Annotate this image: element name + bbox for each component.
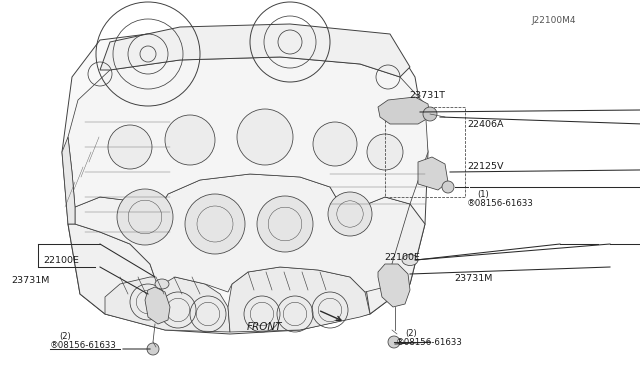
Text: ®08156-61633: ®08156-61633: [467, 199, 534, 208]
Circle shape: [442, 181, 454, 193]
Polygon shape: [62, 137, 75, 224]
Text: (1): (1): [477, 190, 488, 199]
Text: FRONT: FRONT: [246, 322, 282, 331]
Circle shape: [367, 134, 403, 170]
Polygon shape: [68, 57, 428, 227]
Text: J22100M4: J22100M4: [531, 16, 576, 25]
Bar: [385, 107, 465, 197]
Text: 22125V: 22125V: [467, 162, 504, 171]
Circle shape: [237, 109, 293, 165]
Text: 22100E: 22100E: [44, 256, 79, 265]
Circle shape: [108, 125, 152, 169]
Text: ®08156-61633: ®08156-61633: [396, 339, 462, 347]
Circle shape: [117, 189, 173, 245]
Text: (2): (2): [60, 332, 71, 341]
Polygon shape: [62, 27, 428, 334]
Text: 23731M: 23731M: [454, 274, 493, 283]
Circle shape: [388, 336, 400, 348]
Polygon shape: [345, 197, 425, 314]
Circle shape: [147, 343, 159, 355]
Text: 22406A: 22406A: [467, 120, 504, 129]
Circle shape: [328, 192, 372, 236]
Circle shape: [185, 194, 245, 254]
Polygon shape: [418, 157, 448, 190]
Text: 22100E: 22100E: [384, 253, 420, 262]
Circle shape: [313, 122, 357, 166]
Polygon shape: [145, 287, 170, 324]
Text: 23731T: 23731T: [410, 92, 445, 100]
Circle shape: [165, 115, 215, 165]
Polygon shape: [378, 264, 410, 307]
Circle shape: [423, 107, 437, 121]
Circle shape: [257, 196, 313, 252]
Ellipse shape: [402, 254, 418, 266]
Polygon shape: [378, 97, 430, 124]
Text: (2): (2): [405, 329, 417, 338]
Text: 23731M: 23731M: [12, 276, 50, 285]
Polygon shape: [105, 277, 230, 332]
Polygon shape: [68, 224, 158, 322]
Ellipse shape: [155, 279, 169, 289]
Polygon shape: [228, 267, 370, 332]
Text: ®08156-61633: ®08156-61633: [50, 341, 116, 350]
Polygon shape: [75, 174, 410, 292]
Polygon shape: [100, 24, 410, 77]
